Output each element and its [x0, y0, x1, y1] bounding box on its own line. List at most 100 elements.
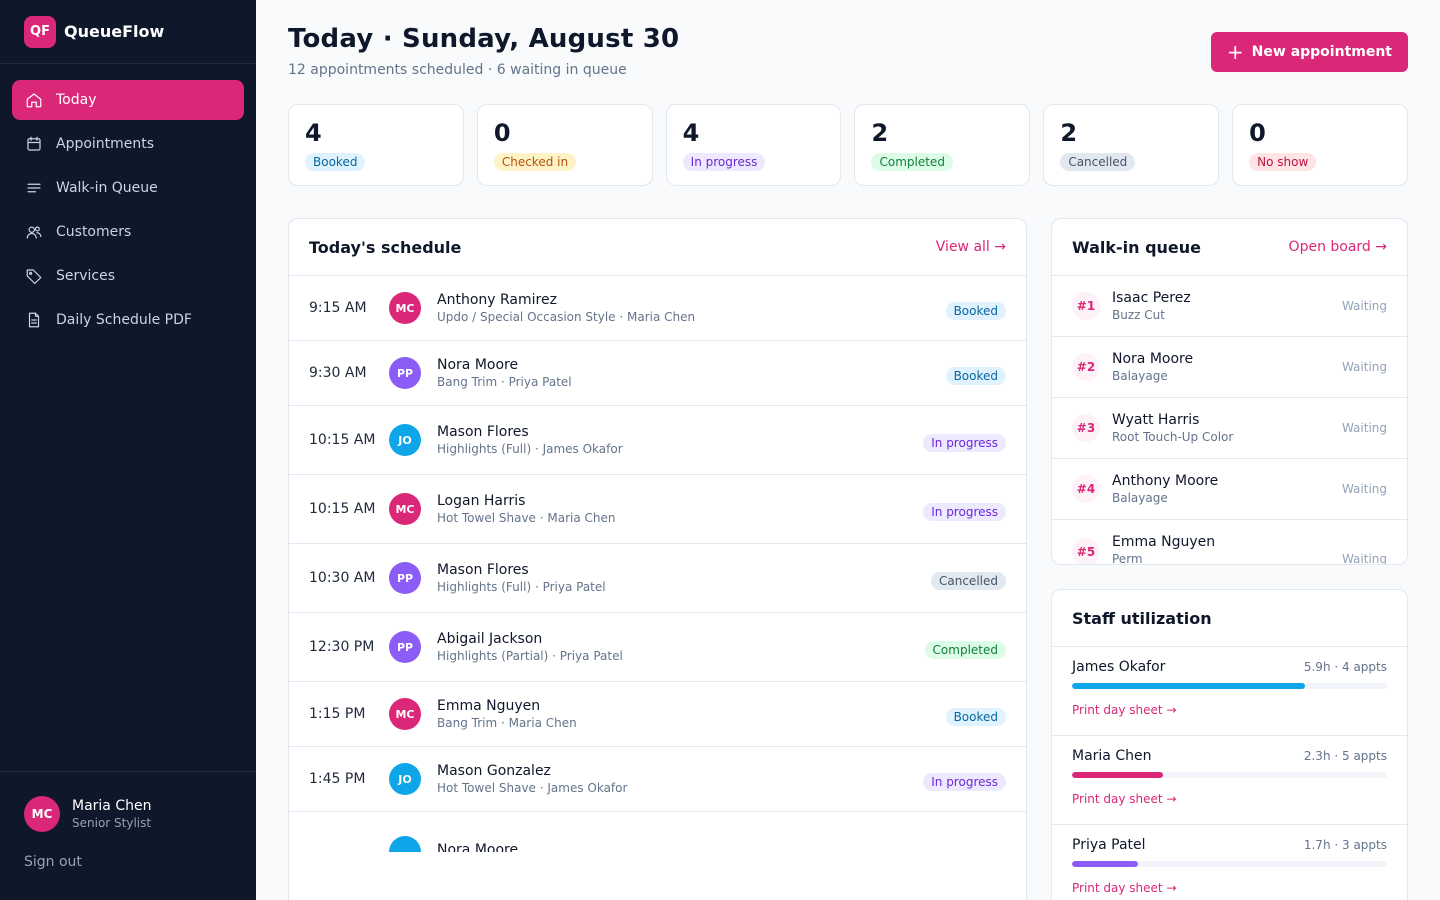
staff-name: Priya Patel [1072, 837, 1146, 853]
table-row[interactable]: 12:30 PM PP Abigail Jackson Highlights (Par… [289, 613, 1026, 682]
service-description: Highlights (Partial) · Priya Patel [437, 649, 623, 663]
sidebar-item-daily-schedule-pdf[interactable]: Daily Schedule PDF [12, 300, 244, 340]
sidebar-footer: MC Maria Chen Senior Stylist Sign out [0, 771, 256, 900]
table-row[interactable]: 9:15 AM MC Anthony Ramirez Updo / Special O… [289, 276, 1026, 341]
staff-avatar: JO [389, 763, 421, 795]
stat-label: Completed [871, 153, 953, 171]
status-badge: In progress [923, 434, 1006, 452]
customer-name: Mason Gonzalez [437, 763, 551, 779]
print-day-sheet-link[interactable]: Print day sheet → [1072, 792, 1177, 806]
staff-hours: 2.3h · 5 appts [1303, 749, 1387, 763]
schedule-title: Today's schedule [309, 237, 462, 257]
staff-header: Staff utilization [1052, 590, 1407, 647]
service-name: Perm [1112, 552, 1143, 565]
customer-name: Emma Nguyen [437, 698, 541, 714]
brand-logo: QF [24, 15, 56, 48]
page-header: Today · Sunday, August 30 12 appointment… [288, 0, 1408, 96]
sidebar-item-today[interactable]: Today [12, 80, 244, 120]
staff-list: James Okafor 5.9h · 4 appts Print day shee… [1052, 647, 1407, 900]
queue-position: #5 [1072, 538, 1100, 564]
queue-info: Emma Nguyen Perm [1112, 534, 1342, 565]
queue-item[interactable]: #2 Nora Moore Balayage Waiting [1052, 337, 1407, 398]
stat-value: 4 [682, 119, 700, 147]
service-description: Hot Towel Shave · James Okafor [437, 781, 628, 795]
stat-value: 0 [1249, 119, 1266, 147]
utilization-bar [1072, 861, 1387, 867]
staff-avatar: PP [389, 562, 421, 594]
staff-row-top: Maria Chen 2.3h · 5 appts [1072, 748, 1387, 764]
queue-status: Waiting [1341, 299, 1387, 313]
sidebar-item-label: Today [56, 92, 97, 108]
stat-label: Cancelled [1060, 153, 1136, 171]
stat-card-in-progress[interactable]: 4 In progress [665, 104, 842, 186]
queue-header: Walk-in queue Open board → [1052, 219, 1407, 276]
customer-name: Nora Moore [437, 357, 519, 373]
staff-avatar: MC [389, 292, 421, 324]
table-row[interactable]: 10:30 AM PP Mason Flores Highlights (Full) … [289, 544, 1026, 613]
home-icon [24, 90, 44, 110]
queue-list: #1 Isaac Perez Buzz Cut Waiting #2 Nora Moore… [1052, 276, 1407, 565]
stat-card-completed[interactable]: 2 Completed [854, 104, 1031, 186]
open-board-link[interactable]: Open board → [1288, 239, 1387, 255]
staff-hours: 1.7h · 3 appts [1303, 838, 1387, 852]
queue-position: #2 [1072, 353, 1100, 381]
staff-name: James Okafor [1072, 659, 1166, 675]
table-row[interactable]: 1:15 PM MC Emma Nguyen Bang Trim · Maria Ch… [289, 682, 1026, 747]
queue-item[interactable]: #4 Anthony Moore Balayage Waiting [1052, 459, 1407, 520]
customer-name: Abigail Jackson [437, 631, 543, 647]
queue-status: Waiting [1341, 421, 1387, 435]
status-badge: Booked [945, 367, 1006, 385]
stat-card-booked[interactable]: 4 Booked [288, 104, 464, 186]
avatar: MC [24, 796, 60, 832]
staff-avatar [389, 836, 421, 852]
print-day-sheet-link[interactable]: Print day sheet → [1072, 881, 1177, 895]
queue-item[interactable]: #1 Isaac Perez Buzz Cut Waiting [1052, 276, 1407, 337]
sidebar-item-services[interactable]: Services [12, 256, 244, 296]
queue-info: Anthony Moore Balayage [1112, 473, 1342, 505]
table-row[interactable]: Nora Moore [289, 812, 1026, 852]
staff-avatar: MC [389, 698, 421, 730]
status-badge: Completed [924, 641, 1006, 659]
utilization-bar [1072, 683, 1387, 689]
table-row[interactable]: 9:30 AM PP Nora Moore Bang Trim · Priya Pat… [289, 341, 1026, 406]
appointment-time: 10:15 AM [309, 432, 376, 448]
queue-item[interactable]: #5 Emma Nguyen Perm Waiting [1052, 520, 1407, 565]
stat-label: No show [1249, 153, 1317, 171]
queue-item[interactable]: #3 Wyatt Harris Root Touch-Up Color Waiting [1052, 398, 1407, 459]
staff-avatar: MC [389, 493, 421, 525]
brand[interactable]: QF QueueFlow [0, 0, 256, 64]
utilization-bar-fill [1072, 861, 1139, 867]
staff-row: Maria Chen 2.3h · 5 appts Print day sheet … [1052, 736, 1407, 825]
queue-position: #1 [1072, 292, 1100, 320]
user-profile[interactable]: MC Maria Chen Senior Stylist [24, 796, 232, 832]
table-row[interactable]: 1:45 PM JO Mason Gonzalez Hot Towel Shave ·… [289, 747, 1026, 812]
sidebar-item-customers[interactable]: Customers [12, 212, 244, 252]
sidebar-item-appointments[interactable]: Appointments [12, 124, 244, 164]
sign-out-link[interactable]: Sign out [24, 854, 82, 870]
queue-info: Wyatt Harris Root Touch-Up Color [1112, 412, 1342, 444]
stat-label: Booked [305, 153, 366, 171]
service-description: Highlights (Full) · James Okafor [437, 442, 623, 456]
appointment-time: 12:30 PM [309, 639, 375, 655]
new-appointment-button[interactable]: + New appointment [1210, 32, 1408, 72]
stat-label: In progress [682, 153, 766, 171]
queue-info: Nora Moore Balayage [1112, 351, 1342, 383]
appointment-info: Anthony Ramirez Updo / Special Occasion S… [437, 292, 946, 324]
stat-card-checked-in[interactable]: 0 Checked in [476, 104, 653, 186]
table-row[interactable]: 10:15 AM MC Logan Harris Hot Towel Shave · … [289, 475, 1026, 544]
table-row[interactable]: 10:15 AM JO Mason Flores Highlights (Full) … [289, 406, 1026, 475]
customer-name: Nora Moore [437, 842, 519, 852]
queue-position: #4 [1072, 475, 1100, 503]
appointment-info: Emma Nguyen Bang Trim · Maria Chen [437, 698, 946, 730]
service-name: Balayage [1112, 369, 1168, 383]
view-all-link[interactable]: View all → [935, 239, 1006, 255]
sidebar-nav: Today Appointments Walk-in Queue Custome… [0, 64, 256, 360]
stat-card-cancelled[interactable]: 2 Cancelled [1043, 104, 1220, 186]
stat-card-no-show[interactable]: 0 No show [1232, 104, 1408, 186]
print-day-sheet-link[interactable]: Print day sheet → [1072, 703, 1177, 717]
sidebar-item-walk-in-queue[interactable]: Walk-in Queue [12, 168, 244, 208]
page-subtitle: 12 appointments scheduled · 6 waiting in… [288, 62, 627, 78]
sidebar-item-label: Walk-in Queue [56, 180, 158, 196]
service-name: Balayage [1112, 491, 1168, 505]
staff-title: Staff utilization [1072, 608, 1212, 628]
